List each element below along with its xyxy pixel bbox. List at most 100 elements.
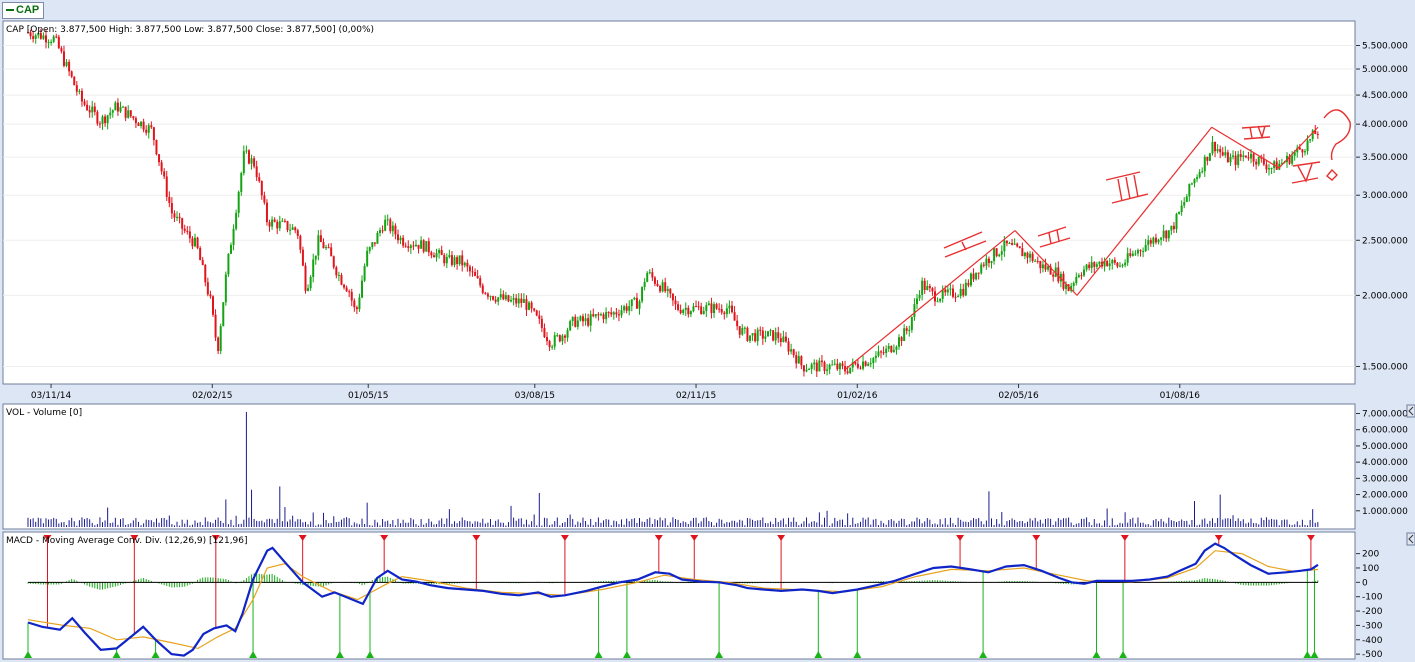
buy-signal-arrow — [1310, 651, 1319, 658]
candle-body — [1291, 155, 1294, 164]
candle-body — [664, 282, 667, 292]
candle-body — [679, 309, 682, 314]
candle-body — [530, 302, 533, 309]
date-tick-label: 02/02/15 — [192, 391, 232, 401]
candle-body — [918, 294, 921, 299]
candle-body — [995, 248, 998, 257]
candle-body — [774, 332, 777, 341]
volume-pane[interactable] — [2, 403, 1356, 530]
candle-body — [1131, 253, 1134, 256]
candle-body — [623, 306, 626, 311]
candle-body — [127, 110, 130, 118]
candle-body — [350, 291, 353, 301]
candle-body — [628, 306, 631, 311]
candle-body — [263, 195, 266, 203]
price-pane[interactable] — [2, 20, 1356, 385]
candle-body — [384, 219, 387, 231]
sell-signal-arrow — [1120, 535, 1129, 541]
candle-body — [258, 177, 261, 182]
candle-body — [427, 241, 430, 253]
macd-tick-label: -400 — [1362, 636, 1383, 646]
candle-body — [1193, 179, 1196, 184]
candle-body — [332, 256, 335, 268]
wave-line — [1278, 126, 1319, 169]
candle-body — [1021, 248, 1024, 257]
buy-signal-arrow — [365, 651, 374, 658]
candle-body — [507, 295, 510, 302]
candle-body — [1214, 141, 1217, 152]
date-x-axis: 03/11/14 02/02/15 01/05/15 03/08/15 02/11/15… — [31, 384, 1200, 401]
candle-body — [766, 331, 769, 337]
candle-body — [1280, 162, 1283, 164]
candle-body — [1203, 156, 1206, 172]
candle-body — [761, 330, 764, 339]
candle-body — [44, 35, 47, 43]
candle-body — [784, 336, 787, 342]
candle-body — [129, 110, 132, 117]
candle-body — [456, 257, 459, 264]
candle-body — [1296, 147, 1299, 153]
candle-body — [273, 219, 276, 222]
candle-body — [1075, 276, 1078, 283]
volume-tick-label: 4.000.000 — [1362, 458, 1408, 468]
macd-pane[interactable] — [2, 531, 1356, 660]
candle-body — [1303, 151, 1306, 153]
candle-body — [417, 244, 420, 249]
date-tick-label: 01/05/15 — [348, 391, 388, 401]
candle-body — [29, 32, 32, 37]
volume-pane-scroll-handle[interactable] — [1406, 404, 1415, 418]
macd-tick-label: -200 — [1362, 607, 1383, 617]
candle-body — [502, 294, 505, 300]
price-tick-label: 3.000.000 — [1362, 191, 1408, 201]
candle-body — [579, 316, 582, 321]
candle-body — [438, 250, 441, 254]
candle-body — [520, 298, 523, 303]
candle-body — [828, 364, 831, 370]
candle-body — [183, 228, 186, 231]
candle-body — [1252, 153, 1255, 162]
candle-body — [312, 259, 315, 277]
buy-signal-arrow — [715, 651, 724, 658]
candle-body — [949, 288, 952, 290]
candle-body — [1083, 269, 1086, 276]
candle-body — [1255, 161, 1258, 165]
candle-body — [414, 244, 417, 247]
sell-signal-arrow — [130, 535, 139, 541]
volume-tick-label: 3.000.000 — [1362, 474, 1408, 484]
macd-pane-scroll-handle[interactable] — [1406, 532, 1415, 546]
candle-body — [194, 237, 197, 247]
symbol-tab[interactable]: CAP — [2, 2, 44, 19]
candle-body — [910, 316, 913, 330]
sell-signal-arrow — [380, 535, 389, 541]
candle-body — [1000, 251, 1003, 255]
candle-body — [926, 285, 929, 291]
candle-body — [815, 362, 818, 372]
price-tick-label: 3.500.000 — [1362, 153, 1408, 163]
candle-body — [597, 314, 600, 316]
candle-body — [83, 101, 86, 105]
candle-body — [748, 335, 751, 341]
candle-body — [219, 326, 222, 351]
macd-tick-label: -100 — [1362, 593, 1383, 603]
candle-body — [471, 271, 474, 273]
macd-tick-label: -500 — [1362, 650, 1383, 660]
candle-body — [684, 307, 687, 310]
candle-body — [510, 299, 513, 302]
candle-body — [1311, 130, 1314, 140]
candle-body — [1098, 261, 1101, 265]
buy-signal-arrow — [622, 651, 631, 658]
candle-body — [813, 362, 816, 365]
candle-body — [630, 299, 633, 307]
candle-body — [1003, 240, 1006, 252]
candle-body — [227, 253, 230, 275]
buy-signal-arrow — [1303, 651, 1312, 658]
candle-body — [633, 297, 636, 300]
candle-body — [247, 150, 250, 164]
candle-body — [376, 232, 379, 244]
candle-body — [222, 302, 225, 327]
buy-signal-arrow — [112, 651, 121, 658]
candle-body — [265, 202, 268, 223]
volume-tick-label: 1.000.000 — [1362, 507, 1408, 517]
candle-body — [1229, 156, 1232, 163]
